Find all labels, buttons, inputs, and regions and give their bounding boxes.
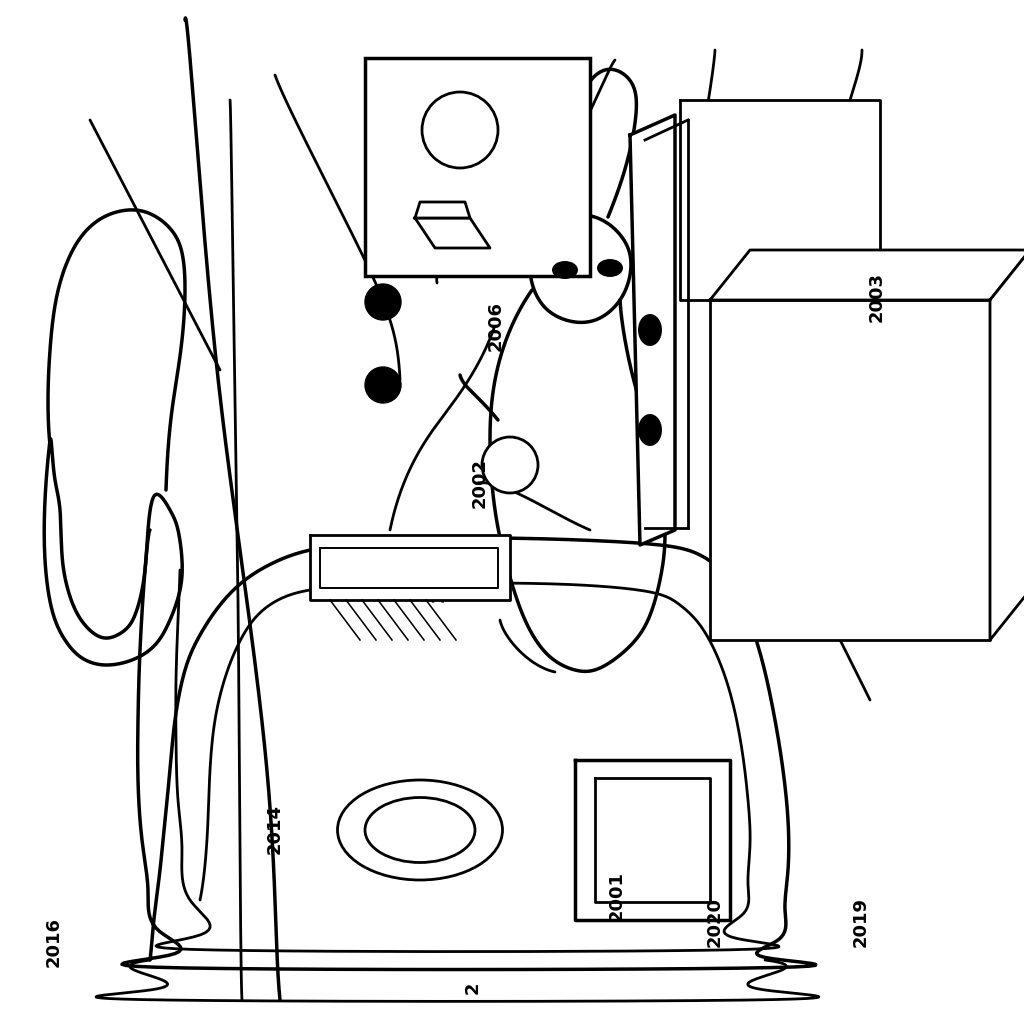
Text: 2003: 2003 bbox=[867, 272, 886, 322]
Circle shape bbox=[422, 92, 498, 168]
Polygon shape bbox=[680, 100, 880, 300]
Ellipse shape bbox=[598, 260, 622, 276]
Ellipse shape bbox=[639, 315, 662, 345]
Ellipse shape bbox=[365, 798, 475, 862]
Polygon shape bbox=[310, 535, 510, 600]
Polygon shape bbox=[575, 760, 730, 920]
Text: 2019: 2019 bbox=[851, 897, 869, 946]
Polygon shape bbox=[990, 250, 1024, 640]
Circle shape bbox=[482, 437, 538, 493]
Ellipse shape bbox=[553, 262, 577, 278]
Text: 2016: 2016 bbox=[44, 918, 62, 967]
Polygon shape bbox=[710, 250, 1024, 300]
Ellipse shape bbox=[338, 780, 503, 880]
Text: 2001: 2001 bbox=[607, 871, 626, 921]
Polygon shape bbox=[415, 218, 490, 248]
Circle shape bbox=[365, 284, 401, 319]
Circle shape bbox=[365, 367, 401, 403]
Text: 2: 2 bbox=[464, 982, 482, 994]
Polygon shape bbox=[415, 202, 470, 218]
Text: 2020: 2020 bbox=[706, 897, 724, 946]
Text: 2014: 2014 bbox=[265, 805, 284, 854]
Bar bbox=[365, 58, 590, 276]
Ellipse shape bbox=[639, 415, 662, 445]
Text: 2008: 2008 bbox=[429, 552, 447, 601]
Polygon shape bbox=[630, 115, 675, 545]
Polygon shape bbox=[710, 300, 990, 640]
Text: 2002: 2002 bbox=[470, 459, 488, 508]
Text: 2006: 2006 bbox=[486, 301, 505, 350]
